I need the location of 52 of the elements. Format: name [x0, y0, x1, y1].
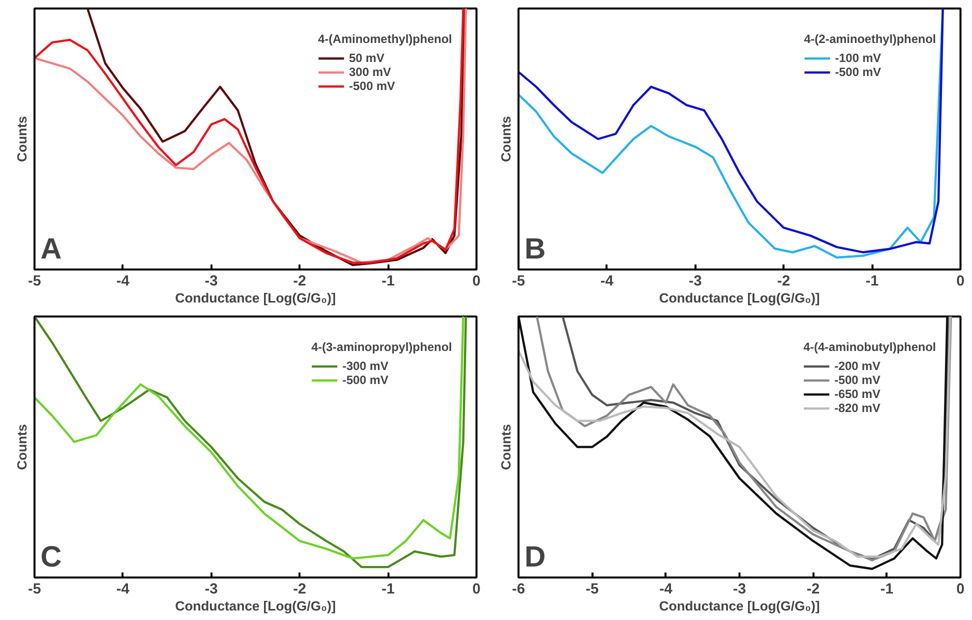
y-axis-title: Counts: [14, 424, 30, 470]
x-axis-title: Conductance [Log(G/G₀)]: [175, 598, 336, 614]
legend-label: 300 mV: [349, 65, 392, 79]
x-tick-label: -3: [204, 582, 218, 598]
y-axis-title: Counts: [498, 116, 514, 162]
x-tick-label: -3: [688, 274, 702, 290]
y-axis-title: Counts: [498, 424, 514, 470]
legend-label: -100 mV: [834, 51, 882, 65]
x-tick-label: 0: [472, 274, 481, 290]
annotation: A: [40, 232, 62, 266]
x-tick-label: -2: [293, 582, 306, 598]
legend-label: -500 mV: [834, 373, 880, 387]
x-tick-label: -6: [512, 582, 526, 598]
x-tick-label: 0: [472, 582, 481, 598]
x-tick-label: -5: [512, 274, 526, 290]
legend-label: -650 mV: [834, 387, 880, 401]
x-axis-title: Conductance [Log(G/G₀)]: [175, 290, 336, 306]
x-tick-label: -5: [28, 274, 42, 290]
legend-label: -500 mV: [349, 79, 396, 93]
annotation: D: [524, 540, 546, 574]
y-axis-title: Counts: [14, 116, 30, 162]
legend-label: -200 mV: [834, 359, 880, 373]
x-axis-title: Conductance [Log(G/G₀)]: [659, 290, 820, 306]
legend-title: 4-(4-aminobutyl)phenol: [803, 340, 936, 354]
x-tick-label: -3: [204, 274, 218, 290]
x-tick-label: 0: [956, 582, 965, 598]
x-tick-label: -2: [777, 274, 790, 290]
legend-label: -820 mV: [834, 401, 880, 415]
x-tick-label: -1: [382, 274, 395, 290]
x-tick-label: 0: [956, 274, 965, 290]
legend-label: 50 mV: [349, 51, 384, 65]
legend-title: 4-(Aminomethyl)phenol: [318, 32, 452, 46]
legend-title: 4-(2-aminoethyl)phenol: [804, 32, 936, 46]
annotation: B: [524, 232, 546, 266]
x-tick-label: -4: [659, 582, 674, 598]
annotation: C: [40, 540, 62, 574]
x-axis-title: Conductance [Log(G/G₀)]: [659, 598, 820, 614]
x-tick-label: -2: [293, 274, 306, 290]
x-tick-label: -1: [880, 582, 894, 598]
x-tick-label: -3: [732, 582, 746, 598]
legend-label: -500 mV: [342, 373, 388, 387]
x-tick-label: -2: [806, 582, 820, 598]
x-tick-label: -4: [116, 582, 130, 598]
x-tick-label: -4: [116, 274, 130, 290]
x-tick-label: -1: [866, 274, 879, 290]
legend-title: 4-(3-aminopropyl)phenol: [311, 340, 452, 354]
legend-label: -500 mV: [834, 65, 882, 79]
x-tick-label: -1: [382, 582, 395, 598]
legend-label: -300 mV: [342, 359, 388, 373]
x-tick-label: -5: [28, 582, 42, 598]
x-tick-label: -5: [586, 582, 599, 598]
x-tick-label: -4: [600, 274, 614, 290]
